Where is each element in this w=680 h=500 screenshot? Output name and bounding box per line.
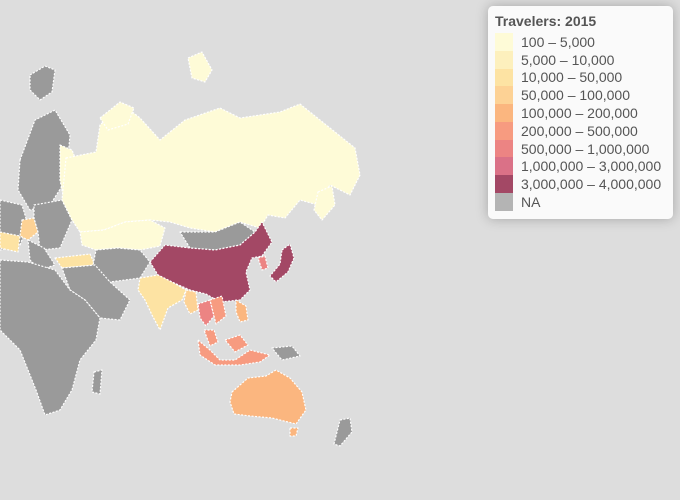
map-legend: Travelers: 2015 100 – 5,000 5,000 – 10,00… — [488, 6, 673, 219]
region-borneo[interactable] — [224, 334, 249, 353]
legend-label: 50,000 – 100,000 — [521, 87, 630, 104]
legend-item: 100 – 5,000 — [495, 32, 665, 51]
legend-swatch — [495, 32, 513, 51]
legend-swatch — [495, 86, 513, 105]
region-new-zealand[interactable] — [333, 417, 353, 447]
legend-item: 10,000 – 50,000 — [495, 68, 665, 87]
region-madagascar[interactable] — [91, 369, 103, 395]
region-africa[interactable] — [0, 259, 101, 416]
region-france[interactable] — [0, 231, 21, 253]
region-scandinavia[interactable] — [17, 109, 71, 211]
region-iceland[interactable] — [29, 65, 56, 101]
region-australia[interactable] — [229, 369, 307, 425]
region-myanmar[interactable] — [183, 289, 199, 315]
legend-label: NA — [521, 194, 541, 211]
legend-title: Travelers: 2015 — [495, 13, 597, 29]
legend-swatch — [495, 50, 513, 69]
legend-item: 200,000 – 500,000 — [495, 121, 665, 140]
legend-label: 200,000 – 500,000 — [521, 122, 638, 139]
region-russia-kamchatka[interactable] — [313, 185, 336, 221]
legend-swatch — [495, 175, 513, 194]
legend-swatch — [495, 121, 513, 140]
legend-swatch — [495, 157, 513, 176]
region-middle-east[interactable] — [61, 264, 131, 321]
legend-label: 3,000,000 – 4,000,000 — [521, 176, 662, 193]
region-indonesia[interactable] — [197, 339, 271, 366]
region-thailand[interactable] — [197, 299, 215, 327]
legend-label: 100,000 – 200,000 — [521, 105, 638, 122]
legend-swatch — [495, 104, 513, 123]
region-balkans[interactable] — [27, 239, 56, 271]
region-png[interactable] — [271, 345, 301, 361]
region-vietnam[interactable] — [209, 295, 227, 325]
region-malaysia[interactable] — [203, 329, 219, 347]
region-india[interactable] — [137, 274, 187, 331]
region-tasmania[interactable] — [289, 427, 299, 437]
legend-item: NA — [495, 193, 665, 212]
legend-item: 50,000 – 100,000 — [495, 86, 665, 105]
region-china[interactable] — [149, 221, 273, 303]
legend-label: 1,000,000 – 3,000,000 — [521, 158, 662, 175]
legend-swatch — [495, 139, 513, 158]
legend-rows: 100 – 5,000 5,000 – 10,000 10,000 – 50,000… — [495, 32, 665, 212]
region-mongolia[interactable] — [179, 221, 256, 251]
region-kazakhstan[interactable] — [79, 219, 166, 251]
legend-label: 500,000 – 1,000,000 — [521, 140, 650, 157]
legend-label: 5,000 – 10,000 — [521, 51, 615, 68]
region-germany[interactable] — [19, 217, 39, 241]
legend-item: 3,000,000 – 4,000,000 — [495, 175, 665, 194]
region-philippines[interactable] — [235, 299, 249, 323]
legend-item: 500,000 – 1,000,000 — [495, 139, 665, 158]
legend-label: 100 – 5,000 — [521, 33, 595, 50]
legend-swatch — [495, 68, 513, 87]
region-russia-novaya[interactable] — [187, 51, 213, 83]
legend-swatch — [495, 193, 513, 212]
region-korea[interactable] — [257, 255, 269, 271]
region-russia-north[interactable] — [99, 101, 135, 131]
legend-item: 100,000 – 200,000 — [495, 104, 665, 123]
legend-item: 1,000,000 – 3,000,000 — [495, 157, 665, 176]
legend-label: 10,000 – 50,000 — [521, 69, 623, 86]
legend-item: 5,000 – 10,000 — [495, 50, 665, 69]
region-japan[interactable] — [269, 243, 295, 283]
